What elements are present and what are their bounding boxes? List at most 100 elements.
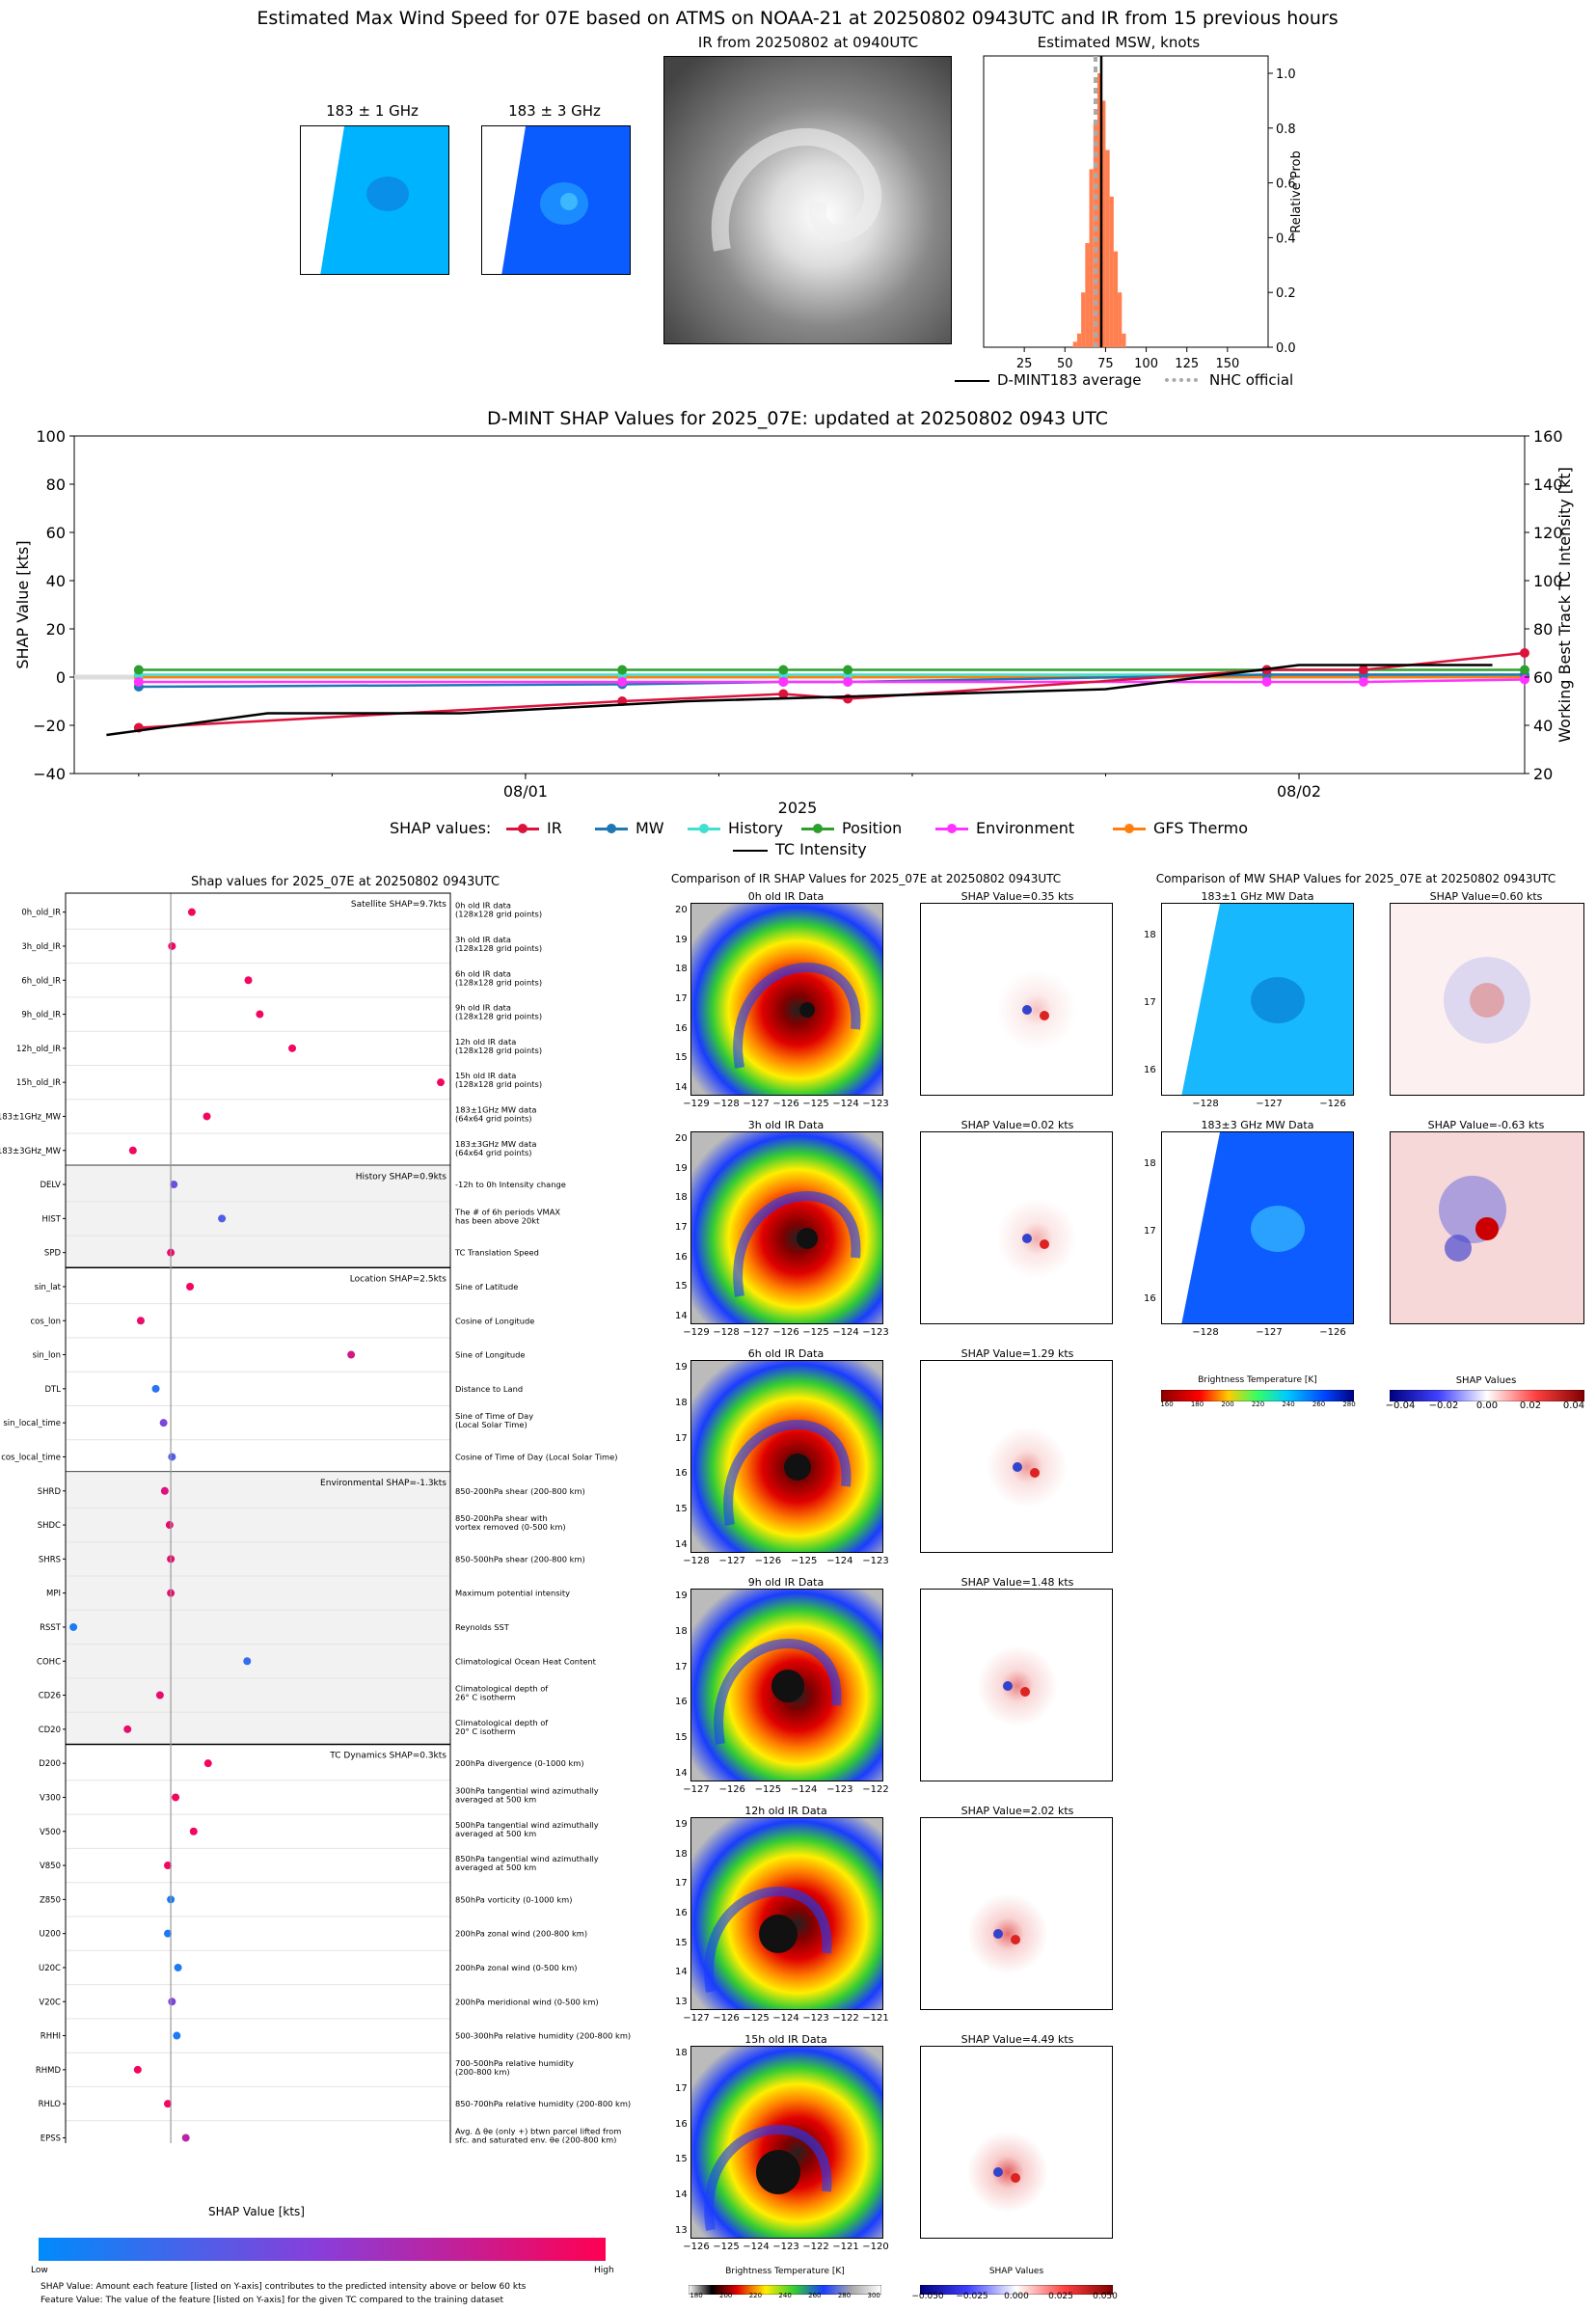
mw-xtick: −128 <box>1192 1327 1219 1338</box>
group-shade <box>66 1165 450 1268</box>
ir-shap-tick: −0.025 <box>956 2292 988 2301</box>
hist-xtick: 150 <box>1215 357 1239 371</box>
ir-compare-title: Comparison of IR SHAP Values for 2025_07… <box>670 872 1062 885</box>
hist-ytick: 0.4 <box>1276 231 1296 246</box>
hist-xtick: 100 <box>1134 357 1158 371</box>
feature-label: D200 <box>39 1759 61 1769</box>
mw-bt-tick: 200 <box>1221 1400 1234 1408</box>
ir-xtick: −129 <box>683 1327 710 1338</box>
feature-desc: 850-200hPa shear with <box>455 1513 548 1523</box>
ir-ytick: 13 <box>675 2225 688 2236</box>
shap-dot <box>170 1181 178 1189</box>
feature-label: V20C <box>39 1998 61 2007</box>
ir-xtick: −126 <box>683 2242 710 2252</box>
ir-row-image <box>690 1360 883 1553</box>
hist-xtick: 75 <box>1097 357 1114 371</box>
ir-xtick: −124 <box>832 1099 859 1109</box>
ir-bt-tick: 200 <box>719 2292 733 2299</box>
footnote-1: SHAP Value: Amount each feature [listed … <box>41 2282 527 2292</box>
feature-desc: 200hPa zonal wind (0-500 km) <box>455 1963 578 1972</box>
feature-label: sin_lon <box>33 1351 61 1361</box>
ts-ylabel: SHAP Value [kts] <box>14 540 32 668</box>
ir-shap-map <box>920 1817 1113 2010</box>
ir-ytick: 20 <box>675 1133 688 1144</box>
ir-ytick: 19 <box>675 934 688 945</box>
feature-desc: Avg. Δ θe (only +) btwn parcel lifted fr… <box>455 2126 621 2135</box>
ts-ytick-right: 100 <box>1533 572 1563 590</box>
feature-desc: 20° C isotherm <box>455 1726 515 1736</box>
ir-xtick: −121 <box>862 2013 889 2024</box>
ts-point <box>617 665 628 675</box>
hist-ytick: 0.2 <box>1276 286 1296 301</box>
ts-ytick: 0 <box>56 668 66 687</box>
feature-label: SHDC <box>38 1521 61 1531</box>
ir-ytick: 18 <box>675 964 688 975</box>
ts-ytick-right: 140 <box>1533 476 1563 494</box>
ir-xtick: −120 <box>862 2242 889 2252</box>
ir-xtick: −123 <box>862 1327 889 1338</box>
feature-desc: 15h old IR data <box>455 1071 516 1080</box>
ir-xtick: −128 <box>713 1099 740 1109</box>
ir-xtick: −122 <box>802 2242 829 2252</box>
mw-row-shap: SHAP Value=0.60 kts <box>1429 890 1543 903</box>
feature-label: CD20 <box>39 1726 61 1735</box>
ir-xtick: −123 <box>772 2242 799 2252</box>
feature-label: RHHI <box>41 2032 61 2042</box>
feature-desc: (64x64 grid points) <box>455 1113 532 1123</box>
mw-row-image <box>1161 903 1354 1096</box>
mw-ytick: 18 <box>1144 930 1156 940</box>
hist-bar <box>1097 73 1102 347</box>
ir-row-label: 9h old IR Data <box>747 1576 825 1589</box>
feature-label: 15h_old_IR <box>16 1078 61 1088</box>
feature-desc: Reynolds SST <box>455 1622 510 1632</box>
feature-label: 183±3GHz_MW <box>0 1147 62 1156</box>
ir-xtick: −123 <box>802 2013 829 2024</box>
feature-label: 9h_old_IR <box>21 1011 61 1020</box>
ir-bt-cbar <box>688 2280 882 2296</box>
ir-ytick: 19 <box>675 1591 688 1601</box>
ir-row-shap: SHAP Value=1.29 kts <box>960 1347 1074 1360</box>
mw-ytick: 18 <box>1144 1158 1156 1169</box>
ir-bt-tick: 260 <box>808 2292 822 2299</box>
header-title: Estimated Max Wind Speed for 07E based o… <box>257 8 1339 29</box>
ir-row-image <box>690 1131 883 1324</box>
cbar-high: High <box>594 2266 614 2275</box>
feature-label: DELV <box>40 1181 61 1190</box>
hist-ytick: 0.0 <box>1276 341 1296 356</box>
ir-label: IR from 20250802 at 0940UTC <box>697 34 919 51</box>
hist-bar <box>1101 100 1106 348</box>
ir-row-image <box>690 2046 883 2239</box>
hist-legend: D-MINT183 average NHC official <box>955 371 1312 391</box>
shap-dot <box>163 1862 172 1870</box>
ts-ytick-right: 120 <box>1533 524 1563 542</box>
hist-ytick: 1.0 <box>1276 68 1296 82</box>
feature-label: cos_lon <box>30 1317 61 1326</box>
hist-ylabel: Relative Prob <box>1289 150 1304 232</box>
ir-row-label: 0h old IR Data <box>747 890 825 903</box>
mw-xtick: −127 <box>1256 1327 1283 1338</box>
hist-bar <box>1076 333 1082 347</box>
mw-bt-tick: 280 <box>1342 1400 1356 1408</box>
mw-shap-tick: −0.04 <box>1385 1400 1416 1411</box>
ts-point <box>617 677 628 687</box>
shap-xlabel: SHAP Value [kts] <box>208 2205 305 2218</box>
ir-ytick: 16 <box>675 1908 688 1918</box>
ir-xtick: −125 <box>790 1556 818 1566</box>
shap-dot <box>128 1146 137 1155</box>
feature-label: U200 <box>40 1930 61 1940</box>
ir-ytick: 14 <box>675 1082 688 1093</box>
ir-shap-map <box>920 1589 1113 1781</box>
ir-ytick: 17 <box>675 1432 688 1444</box>
feature-desc: 850-500hPa shear (200-800 km) <box>455 1554 585 1563</box>
ts-legend-label: MW <box>636 819 664 837</box>
group-header: TC Dynamics SHAP=0.3kts <box>329 1752 446 1761</box>
ir-ytick: 16 <box>675 2118 688 2130</box>
legend-tc-intensity: TC Intensity <box>775 840 867 858</box>
ir-ytick: 18 <box>675 1397 688 1408</box>
ir-xtick: −125 <box>713 2242 740 2252</box>
ir-shap-map <box>920 1360 1113 1553</box>
ir-row-image <box>690 1589 883 1781</box>
ir-row-shap: SHAP Value=1.48 kts <box>960 1576 1074 1589</box>
feature-desc: 12h old IR data <box>455 1037 516 1047</box>
shap-dot <box>165 1521 174 1530</box>
